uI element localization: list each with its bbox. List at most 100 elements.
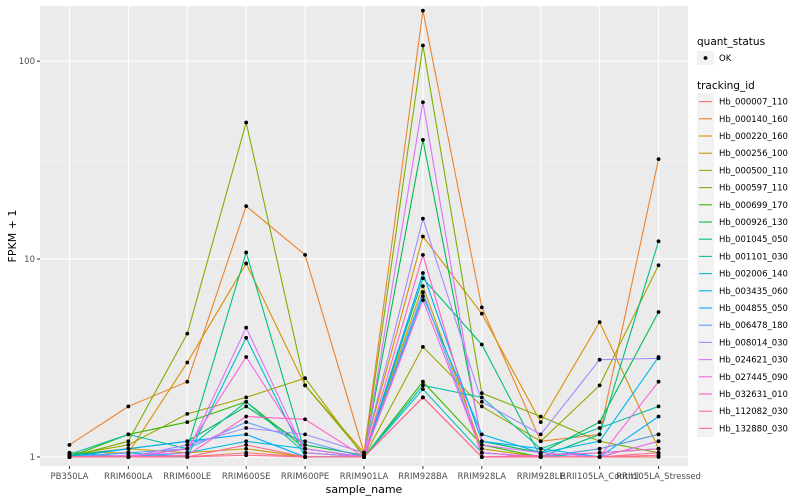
legend-label: Hb_000500_110 [719, 166, 788, 176]
x-tick-label: RRIM928BA [398, 472, 448, 482]
data-point [126, 446, 131, 451]
data-point [244, 443, 249, 447]
color-legend-title: tracking_id [697, 80, 755, 92]
data-point [597, 320, 602, 325]
data-point [126, 443, 131, 447]
data-point [303, 446, 307, 451]
data-point [597, 446, 602, 451]
x-tick-label: RRIM600PE [281, 472, 329, 482]
data-point [244, 453, 249, 458]
legend-label: Hb_001045_050 [719, 235, 788, 245]
legend-label: Hb_004855_050 [719, 304, 788, 314]
data-point [597, 357, 602, 362]
legend-label: Hb_003435_060 [719, 287, 788, 297]
data-point [185, 455, 190, 459]
legend-label: Hb_024621_030 [719, 356, 788, 366]
data-point [479, 443, 484, 447]
data-point [656, 263, 661, 268]
data-point [303, 432, 307, 437]
data-point [67, 443, 72, 447]
data-point [597, 420, 602, 424]
data-point [421, 284, 425, 289]
data-point [479, 342, 484, 347]
legend-label: Hb_000007_110 [719, 98, 788, 108]
data-point [421, 383, 425, 388]
data-point [303, 376, 307, 381]
data-point [656, 439, 661, 444]
data-point [244, 399, 249, 404]
x-tick-label: RRIM928LE [517, 472, 565, 482]
data-point [244, 404, 249, 409]
legend-label: Hb_000926_130 [719, 218, 788, 228]
y-tick-label: 100 [19, 57, 35, 67]
data-point [656, 453, 661, 458]
data-point [656, 356, 661, 361]
data-point [303, 417, 307, 422]
data-point [538, 455, 543, 459]
data-point [479, 395, 484, 400]
data-point [303, 450, 307, 455]
legend-label: Hb_002006_140 [719, 270, 788, 280]
x-tick-label: RRIM600LA [104, 472, 153, 482]
x-tick-label: RRIM600SE [222, 472, 271, 482]
legend-label: Hb_132880_030 [719, 424, 788, 434]
data-point [185, 446, 190, 451]
data-point [244, 395, 249, 400]
data-point [479, 455, 484, 459]
data-point [244, 414, 249, 419]
data-point [656, 239, 661, 244]
data-point [538, 420, 543, 424]
data-point [421, 290, 425, 295]
data-point [126, 404, 131, 409]
data-point [421, 298, 425, 303]
data-point [479, 404, 484, 409]
data-point [656, 414, 661, 419]
data-point [421, 271, 425, 275]
y-axis: 1 10 100 [19, 57, 40, 463]
data-point [538, 446, 543, 451]
data-point [421, 395, 425, 400]
data-point [421, 294, 425, 298]
data-point [244, 335, 249, 340]
data-point [185, 412, 190, 416]
data-point [303, 252, 307, 257]
data-point [538, 439, 543, 444]
legend-marker [703, 56, 708, 60]
data-point [656, 432, 661, 437]
legend-label: Hb_000256_100 [719, 149, 788, 159]
data-point [597, 439, 602, 444]
data-point [244, 204, 249, 209]
data-point [421, 252, 425, 257]
data-point [126, 439, 131, 444]
data-point [479, 305, 484, 310]
legend-label: Hb_032631_010 [719, 390, 788, 400]
data-point [597, 455, 602, 459]
x-tick-label: RRIM901LA [340, 472, 389, 482]
legend-label: OK [719, 54, 732, 64]
data-point [479, 450, 484, 455]
data-point [244, 426, 249, 430]
data-point [421, 100, 425, 105]
data-point [421, 276, 425, 281]
data-point [479, 391, 484, 396]
data-point [244, 261, 249, 266]
data-point [597, 426, 602, 430]
shape-legend-title: quant_status [697, 36, 765, 48]
data-point [479, 432, 484, 437]
data-point [185, 360, 190, 365]
legend-label: Hb_027445_090 [719, 373, 788, 383]
data-point [185, 443, 190, 447]
legend-label: Hb_000699_170 [719, 201, 788, 211]
data-point [421, 387, 425, 392]
legend-label: Hb_001101_030 [719, 252, 788, 262]
data-point [479, 446, 484, 451]
data-point [479, 439, 484, 444]
data-point [244, 120, 249, 125]
data-point [126, 432, 131, 437]
data-point [185, 331, 190, 336]
data-point [126, 455, 131, 459]
data-point [538, 414, 543, 419]
data-point [362, 450, 366, 455]
data-point [656, 310, 661, 314]
data-point [244, 432, 249, 437]
